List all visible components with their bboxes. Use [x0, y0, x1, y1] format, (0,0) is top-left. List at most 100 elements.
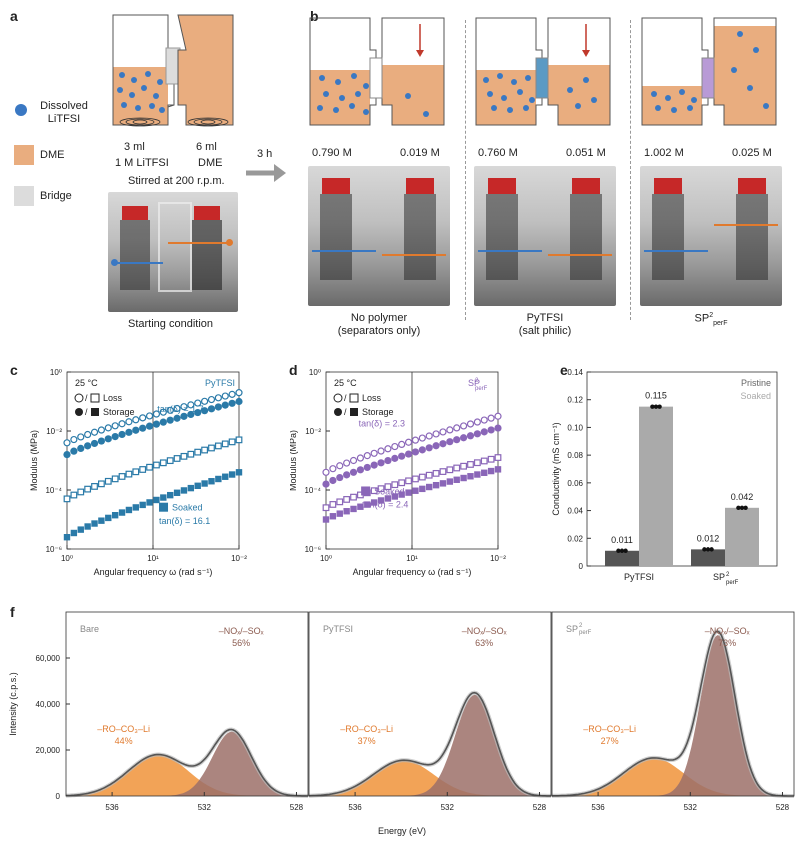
data-point: [391, 493, 398, 500]
salt-dot: [691, 97, 697, 103]
data-point: [412, 487, 419, 494]
data-point: [619, 548, 625, 553]
data-point: [166, 457, 174, 465]
right-chamber-dme: [548, 65, 610, 125]
salt-dot: [737, 31, 743, 37]
data-point: [425, 471, 433, 479]
data-point: [432, 430, 440, 438]
bar-value-label: 0.012: [697, 533, 720, 543]
no-pct: 63%: [475, 638, 493, 648]
panel-divider: [630, 20, 631, 320]
data-point: [404, 438, 413, 446]
soaked-label: Soaked: [172, 503, 203, 513]
data-point: [446, 466, 454, 474]
data-point: [228, 471, 236, 478]
caption-sup: 2: [709, 312, 714, 319]
data-point: [336, 510, 343, 517]
data-point: [460, 422, 468, 430]
x-axis-label: Angular frequency ω (rad s⁻¹): [94, 567, 213, 577]
data-point: [63, 534, 71, 541]
slash: /: [85, 407, 88, 417]
legend-bridge-label: Bridge: [40, 190, 72, 202]
data-point: [377, 459, 385, 467]
salt-dot: [567, 87, 573, 93]
x-tick-label: 536: [348, 803, 362, 812]
data-point: [104, 424, 112, 432]
salt-dot: [355, 91, 361, 97]
data-point: [398, 452, 406, 460]
salt-dot: [339, 95, 345, 101]
salt-dot: [731, 67, 737, 73]
subplot-name: PyTFSI: [323, 624, 353, 634]
loss-label: Loss: [103, 393, 123, 403]
ro-label: –RO–CO₃–Li: [583, 724, 636, 734]
data-point: [139, 466, 147, 473]
data-point: [466, 432, 475, 440]
left-concentration: 1.002 M: [644, 147, 684, 159]
data-point: [739, 505, 745, 510]
salt-dot: [487, 91, 493, 97]
temperature-label: 25 °C: [334, 378, 357, 388]
data-point: [77, 488, 85, 496]
y-axis-label: Intensity (c.p.s.): [8, 672, 18, 736]
category-sub: perF: [726, 580, 739, 586]
tan-upper-label: tan(δ) = 1.7: [157, 404, 203, 414]
x-axis-label: Energy (eV): [378, 826, 426, 836]
data-point: [487, 426, 495, 434]
right-chamber-dme: [714, 26, 776, 125]
salt-dot: [501, 95, 507, 101]
data-point: [460, 462, 468, 470]
right-chamber: [713, 17, 777, 126]
salt-dot: [671, 107, 677, 113]
data-point: [77, 444, 85, 452]
data-point: [152, 420, 161, 428]
cell-caption-line2: (separators only): [337, 325, 421, 337]
salt-dot: [529, 97, 535, 103]
no-label: –NOₓ/–SOₓ: [462, 626, 507, 636]
chart-e: 0 0.02 0.04 0.06 0.08 0.10 0.12 0.14 Conductivit…: [551, 368, 778, 586]
data-point: [118, 430, 126, 439]
loss-square-icon: [90, 393, 100, 403]
data-point: [439, 468, 447, 475]
data-point: [384, 445, 392, 453]
data-point: [221, 440, 229, 448]
data-point: [105, 514, 112, 522]
data-point: [418, 434, 426, 442]
data-point: [343, 496, 351, 503]
data-point: [350, 493, 357, 501]
x-tick-label: 10⁻²: [231, 554, 247, 563]
data-point: [425, 432, 433, 440]
no-label: –NOₓ/–SOₓ: [219, 626, 264, 636]
data-point: [180, 403, 188, 411]
no-peak-area: [66, 731, 308, 796]
plot-frame: [65, 611, 309, 797]
data-point: [187, 484, 195, 492]
data-point: [446, 426, 454, 434]
y-tick-label: 10⁰: [50, 368, 62, 377]
bar: [725, 507, 759, 566]
x-tick-label: 528: [776, 803, 790, 812]
x-tick-label: 10¹: [406, 554, 418, 563]
data-point: [235, 389, 243, 397]
data-point: [160, 494, 167, 501]
blue-level-line: [312, 250, 376, 252]
caption-starting: Starting condition: [128, 318, 213, 330]
y-tick-label: 10⁰: [309, 368, 321, 377]
data-point: [125, 418, 133, 426]
storage-square-icon: [91, 408, 99, 416]
storage-label: Storage: [103, 407, 135, 417]
data-point: [364, 501, 371, 508]
panel-label-e: e: [560, 362, 568, 378]
data-point: [474, 471, 481, 478]
data-point: [439, 480, 447, 487]
storage-label: Storage: [362, 407, 394, 417]
data-point: [336, 498, 344, 506]
data-point: [398, 479, 406, 487]
ro-peak-area: [309, 760, 551, 796]
data-point: [70, 435, 78, 444]
data-point: [159, 418, 167, 426]
vial-body: [486, 194, 518, 280]
data-point: [349, 456, 358, 465]
data-point: [214, 403, 222, 411]
data-point: [349, 468, 358, 476]
